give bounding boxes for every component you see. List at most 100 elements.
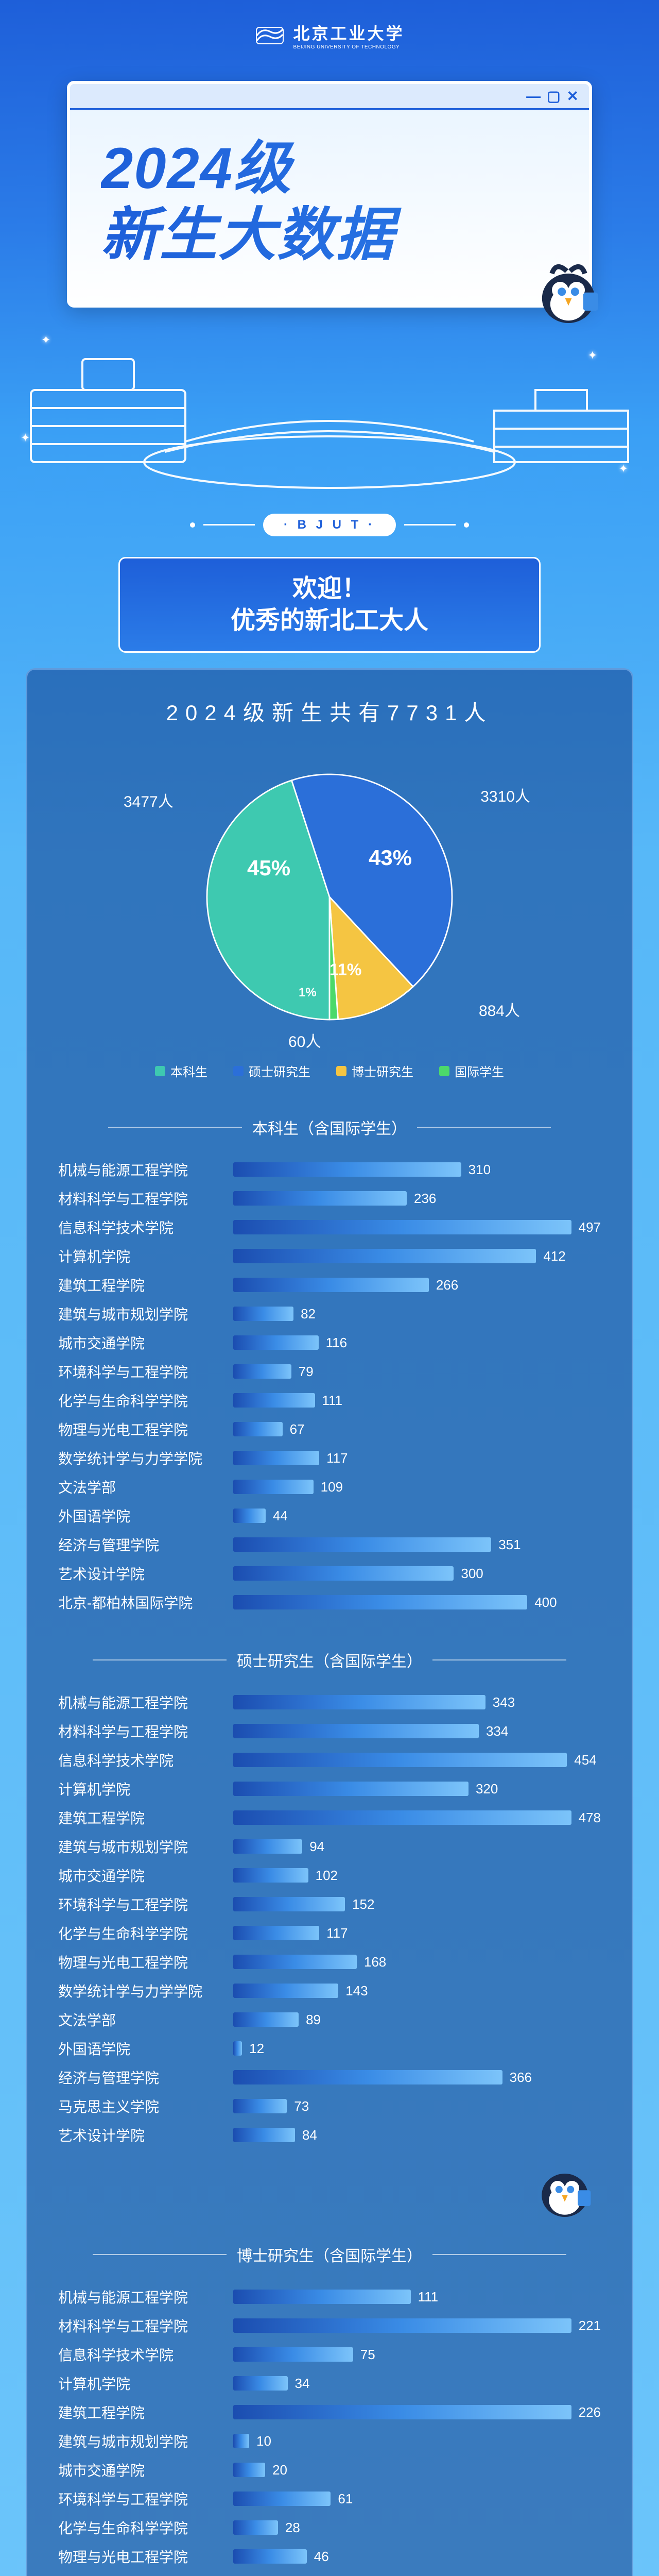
total-count: 2024级新生共有7731人 (58, 696, 601, 727)
pie-callout-master: 3310人 (480, 784, 530, 806)
bar-label: 马克思主义学院 (58, 2096, 223, 2116)
bar-label: 建筑与城市规划学院 (58, 2431, 223, 2451)
bar-value: 117 (326, 1925, 348, 1941)
bar-row: 环境科学与工程学院79 (58, 1361, 601, 1382)
bar-value: 310 (469, 1162, 491, 1178)
bar-row: 城市交通学院116 (58, 1332, 601, 1353)
bar-row: 马克思主义学院73 (58, 2096, 601, 2116)
bar-row: 材料科学与工程学院334 (58, 1721, 601, 1741)
bar-label: 环境科学与工程学院 (58, 1894, 223, 1914)
bar-label: 计算机学院 (58, 1778, 223, 1799)
maximize-icon: ▢ (547, 88, 560, 105)
legend-item: 国际学生 (439, 1062, 504, 1080)
legend-swatch (439, 1066, 449, 1076)
bar-fill (233, 1595, 527, 1609)
bar-label: 建筑与城市规划学院 (58, 1836, 223, 1857)
bar-row: 计算机学院 320 (58, 1778, 601, 1799)
bar-fill (233, 1810, 571, 1825)
bar-value: 366 (510, 2070, 532, 2086)
bar-row: 文法学部89 (58, 2009, 601, 2030)
bar-fill (233, 1782, 469, 1796)
bar-track: 102 (233, 1868, 601, 1883)
bar-row: 化学与生命科学学院117 (58, 1923, 601, 1943)
bar-value: 20 (272, 2462, 287, 2478)
bar-label: 材料科学与工程学院 (58, 1188, 223, 1209)
legend-item: 本科生 (155, 1062, 207, 1080)
bar-label: 化学与生命科学学院 (58, 2517, 223, 2538)
bar-value: 82 (301, 1306, 316, 1322)
bar-fill (233, 1753, 567, 1767)
bar-row: 城市交通学院102 (58, 1865, 601, 1886)
bar-value: 320 (476, 1781, 498, 1797)
bar-label: 建筑与城市规划学院 (58, 1303, 223, 1324)
bar-row: 艺术设计学院 300 (58, 1563, 601, 1584)
window-titlebar: — ▢ ✕ (70, 84, 589, 110)
pie-chart: 3477人 3310人 884人 60人 45% 43% 11% 1% (185, 753, 474, 1041)
bar-fill (233, 1566, 454, 1581)
bar-value: 94 (309, 1839, 324, 1855)
bar-fill (233, 2041, 242, 2056)
bar-row: 信息科学技术学院454 (58, 1750, 601, 1770)
bar-fill (233, 1451, 319, 1465)
bar-track: 221 (233, 2318, 601, 2333)
legend-item: 硕士研究生 (233, 1062, 310, 1080)
bar-row: 计算机学院34 (58, 2373, 601, 2394)
legend-item: 博士研究生 (336, 1062, 413, 1080)
bar-track: 109 (233, 1479, 601, 1495)
bar-value: 28 (285, 2520, 300, 2536)
bar-label: 信息科学技术学院 (58, 2344, 223, 2365)
welcome-banner: 欢迎！ 优秀的新北工大人 (118, 557, 541, 653)
bar-label: 经济与管理学院 (58, 1534, 223, 1555)
bar-track: 266 (233, 1277, 601, 1293)
bar-track: 152 (233, 1896, 601, 1912)
bar-list: 机械与能源工程学院343材料科学与工程学院334信息科学技术学院454计算机学院… (58, 1692, 601, 2145)
bar-label: 物理与光电工程学院 (58, 1419, 223, 1439)
mascot-bird (527, 253, 610, 335)
bar-label: 艺术设计学院 (58, 1563, 223, 1584)
bar-fill (233, 1839, 302, 1854)
bar-track: 34 (233, 2376, 601, 2391)
bar-row: 信息科学技术学院75 (58, 2344, 601, 2365)
bar-label: 经济与管理学院 (58, 2067, 223, 2088)
bar-value: 412 (543, 1248, 565, 1264)
bar-value: 12 (249, 2041, 264, 2057)
bar-fill (233, 2012, 299, 2027)
bar-fill (233, 2099, 287, 2113)
bar-row: 建筑工程学院478 (58, 1807, 601, 1828)
legend-label: 博士研究生 (352, 1062, 413, 1080)
bar-row: 艺术设计学院84 (58, 2125, 601, 2145)
bar-label: 材料科学与工程学院 (58, 2315, 223, 2336)
bar-row: 外国语学院12 (58, 2038, 601, 2059)
bar-row: 建筑工程学院266 (58, 1275, 601, 1295)
campus-illustration: ✦ ✦ ✦ ✦ (0, 328, 659, 493)
bar-value: 351 (498, 1537, 521, 1553)
bar-value: 497 (579, 1219, 601, 1235)
bar-label: 计算机学院 (58, 1246, 223, 1266)
bar-label: 机械与能源工程学院 (58, 1159, 223, 1180)
bar-value: 61 (338, 2491, 353, 2507)
bar-value: 111 (322, 1393, 343, 1409)
bar-label: 化学与生命科学学院 (58, 1390, 223, 1411)
bar-track: 46 (233, 2549, 601, 2564)
bar-row: 建筑工程学院226 (58, 2402, 601, 2422)
bar-track: 111 (233, 1393, 601, 1408)
bar-fill (233, 1191, 407, 1206)
bar-track: 366 (233, 2070, 601, 2085)
bar-fill (233, 1695, 485, 1709)
bar-list: 机械与能源工程学院310材料科学与工程学院236信息科学技术学院497计算机学院… (58, 1159, 601, 1613)
bar-label: 环境科学与工程学院 (58, 2488, 223, 2509)
bar-value: 168 (364, 1954, 386, 1970)
bar-track: 61 (233, 2491, 601, 2506)
welcome-line2: 优秀的新北工大人 (134, 605, 525, 637)
main-panel: 2024级新生共有7731人 3477人 3310人 884人 60人 45% … (26, 668, 633, 2576)
bar-row: 建筑与城市规划学院 82 (58, 1303, 601, 1324)
bar-value: 300 (461, 1566, 483, 1582)
bar-fill (233, 1278, 429, 1292)
bar-row: 数学统计学与力学学院143 (58, 1980, 601, 2001)
bar-label: 机械与能源工程学院 (58, 1692, 223, 1713)
bar-row: 经济与管理学院 366 (58, 2067, 601, 2088)
bar-fill (233, 1955, 357, 1969)
bar-track: 400 (233, 1595, 601, 1610)
bar-label: 城市交通学院 (58, 2460, 223, 2480)
mascot-bird (58, 2156, 601, 2228)
